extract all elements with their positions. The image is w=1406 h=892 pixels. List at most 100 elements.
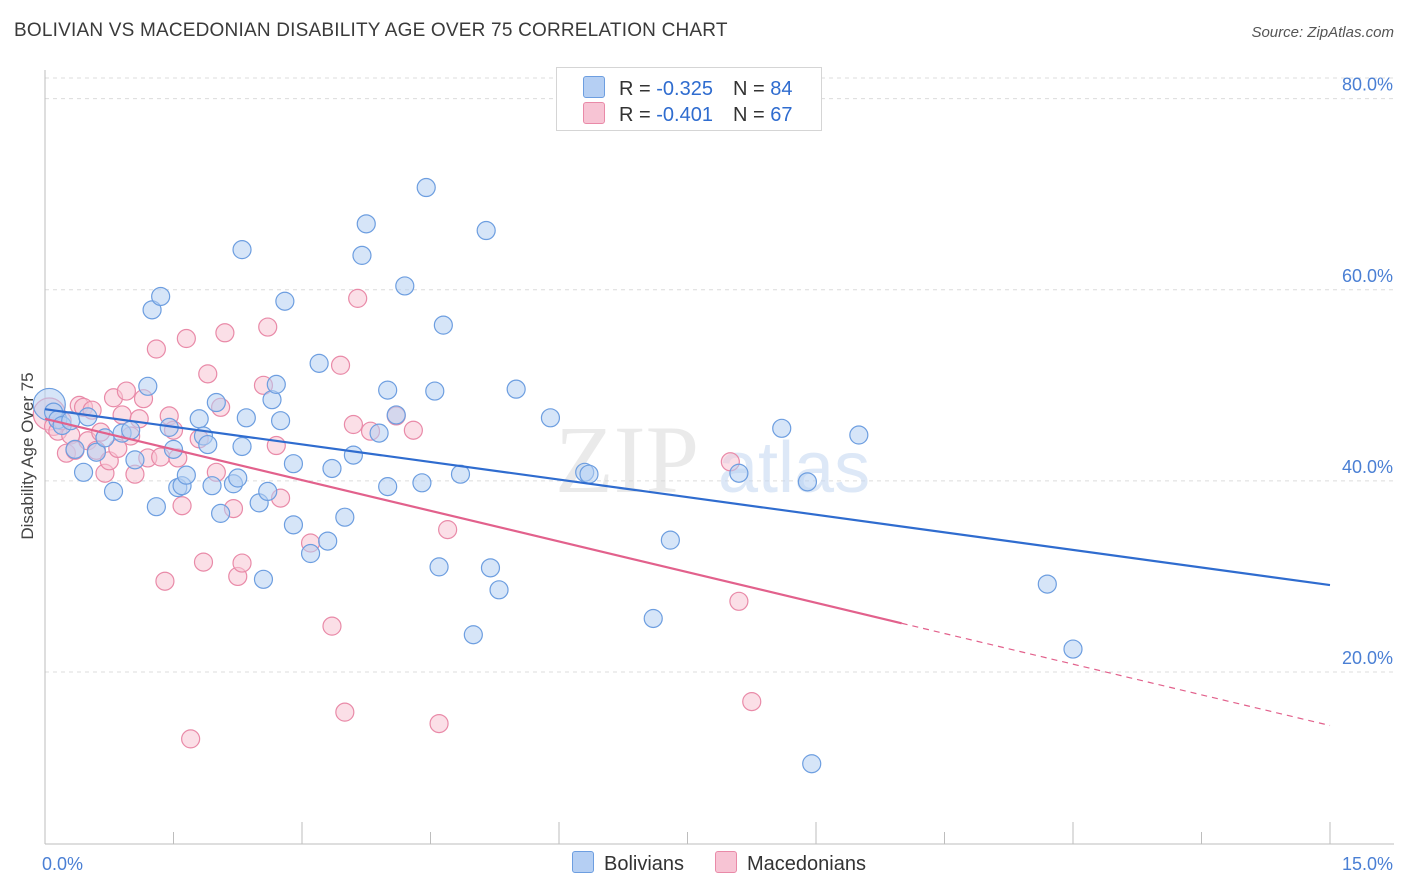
bolivians-legend-swatch [572,851,594,873]
macedonians-trend-line [44,417,902,625]
legend-label-bolivians: Bolivians [604,853,685,875]
bolivians-point [1063,639,1083,659]
y-tick-label: 60.0% [1342,266,1393,286]
macedonians-point [335,702,355,722]
macedonians-point [343,414,363,435]
legend-r-value: -0.401 [656,104,713,126]
bolivians-point [86,442,107,462]
bolivians-point [103,481,124,501]
macedonians-swatch [583,102,605,124]
bolivians-point [318,531,338,551]
bolivians-point [253,569,274,589]
macedonians-point [215,323,235,343]
bolivians-trend-line [44,408,1331,587]
macedonians-point [181,729,201,749]
bolivians-point [802,754,822,774]
bolivians-point [322,458,342,479]
x-tick-label: 15.0% [1342,854,1393,874]
macedonians-point [330,355,351,375]
legend-n-label: N = [732,104,771,126]
bolivians-point [476,220,496,241]
bolivians-point [386,405,406,425]
bolivians-point [378,477,398,497]
macedonians-point [322,616,342,636]
bolivians-point [660,530,680,550]
y-tick-label: 80.0% [1342,75,1393,95]
bolivians-point [275,291,295,311]
bolivians-point [206,392,226,413]
macedonians-point [729,591,749,611]
bolivians-point [343,445,363,465]
bolivians-point [540,408,561,428]
bolivians-point [506,379,526,399]
bolivians-point [125,450,145,470]
bolivians-point [142,300,162,320]
bolivians-point [352,245,372,265]
legend-row-bolivians: R = -0.325 N = 84 [583,76,792,100]
bolivians-point [138,376,158,396]
macedonians-legend-swatch [715,851,737,873]
macedonians-point [232,553,252,573]
bolivians-point [270,411,291,431]
legend-item-bolivians: Bolivians [572,851,684,877]
bolivians-point [151,286,171,307]
chart-title: BOLIVIAN VS MACEDONIAN DISABILITY AGE OV… [14,20,728,41]
bolivians-point [797,472,818,492]
macedonians-point [403,420,423,440]
bolivians-point [176,465,196,485]
x-tick-label: 0.0% [42,854,83,874]
macedonians-trend-extension [901,622,1331,727]
legend-label-macedonians: Macedonians [747,853,866,875]
y-axis-label: Disability Age Over 75 [18,372,37,539]
bolivians-point [729,463,749,483]
bolivians-point [146,497,166,517]
bolivians-swatch [583,76,605,98]
bolivians-point [579,464,599,484]
axes [44,70,1394,845]
bolivians-point [228,468,248,488]
bolivians-point [412,473,432,493]
bolivians-point [772,418,792,438]
macedonians-point [348,288,368,308]
bolivians-point [65,439,85,459]
bolivians-point [211,503,231,523]
bolivians-point [236,408,256,428]
bolivians-point [232,436,252,457]
macedonians-point [176,328,196,349]
legend-n-label: N = [732,78,771,100]
legend-r-value: -0.325 [656,78,713,100]
macedonians-point [155,571,175,591]
bolivians-point [283,454,304,474]
bolivians-point [489,580,509,600]
legend-n-value: 84 [770,78,793,100]
y-tick-label: 40.0% [1342,457,1393,477]
bolivians-point [425,381,445,401]
legend-row-macedonians: R = -0.401 N = 67 [583,102,792,126]
bolivians-point [433,315,453,335]
bolivians-point [335,507,355,527]
macedonians-point [116,381,136,401]
bolivians-point [232,240,252,260]
bolivians-point [266,374,286,394]
bolivians-point [480,558,501,578]
bolivians-point [463,625,483,645]
bolivians-point [1037,574,1057,594]
bolivians-point [73,462,94,482]
macedonians-point [172,496,192,516]
trend-lines [44,408,1331,727]
bolivians-point [283,515,304,535]
macedonians-point [193,552,214,572]
legend-item-macedonians: Macedonians [715,851,866,877]
source-note: Source: ZipAtlas.com [1251,24,1394,41]
bolivians-point [849,425,869,445]
bolivians-point [300,543,321,564]
bolivians-point [378,380,398,400]
legend-r-label: R = [619,78,657,100]
macedonians-point [438,520,458,540]
grid-lines [45,77,1394,673]
bolivians-point [429,557,449,577]
bolivians-point [189,409,209,429]
bolivians-points [32,177,1083,774]
x-tick-labels: 0.0% 15.0% [42,854,1393,874]
